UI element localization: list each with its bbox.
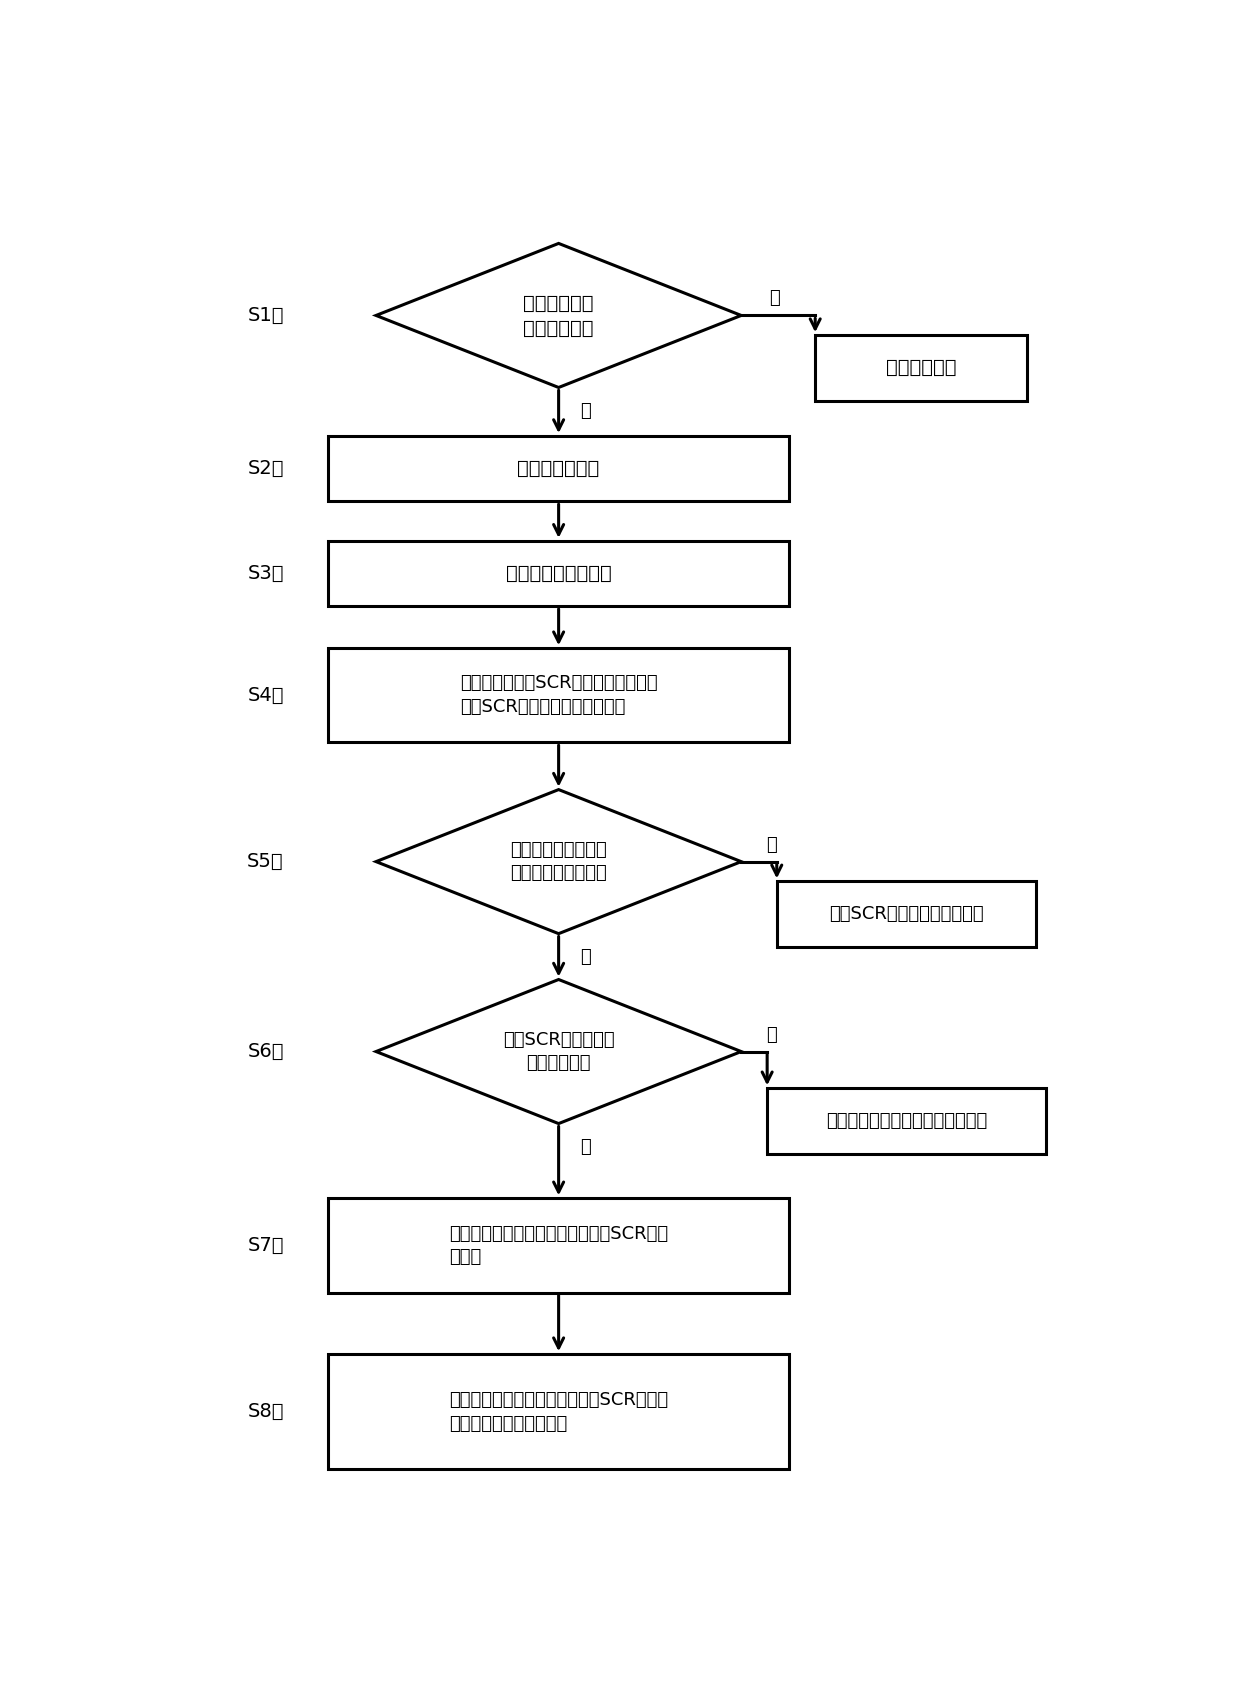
Text: 是: 是: [580, 947, 591, 966]
Text: 是: 是: [580, 1138, 591, 1157]
Bar: [815, 335, 1027, 401]
Text: 判断电池的能量是否
大于行车所需的能量: 判断电池的能量是否 大于行车所需的能量: [510, 840, 608, 883]
Bar: [327, 648, 789, 742]
Text: 关闭SCR后处理装置的加热件: 关闭SCR后处理装置的加热件: [830, 905, 983, 924]
Text: 启动加热件，加热件根据分配给SCR后处理
装置的能量进行计时加热: 启动加热件，加热件根据分配给SCR后处理 装置的能量进行计时加热: [449, 1391, 668, 1432]
Text: 是: 是: [770, 289, 780, 308]
Text: 计算行车所需的能量: 计算行车所需的能量: [506, 565, 611, 583]
Bar: [327, 1198, 789, 1293]
Bar: [327, 435, 789, 502]
Text: S7～: S7～: [247, 1237, 284, 1255]
Text: S3～: S3～: [247, 565, 284, 583]
Polygon shape: [376, 243, 742, 388]
Text: 否: 否: [580, 401, 591, 420]
Text: S6～: S6～: [247, 1043, 284, 1061]
Text: S1～: S1～: [247, 306, 284, 325]
Bar: [768, 1089, 1045, 1153]
Text: S4～: S4～: [247, 686, 284, 704]
Polygon shape: [376, 789, 742, 934]
Text: S5～: S5～: [247, 852, 284, 871]
Text: 判断SCR后处理装置
是够存在异常: 判断SCR后处理装置 是够存在异常: [502, 1031, 615, 1072]
Text: 故障处理模式: 故障处理模式: [885, 359, 956, 378]
Bar: [327, 541, 789, 606]
Bar: [776, 881, 1037, 947]
Text: S8～: S8～: [247, 1402, 284, 1422]
Text: 否: 否: [766, 835, 777, 854]
Text: 计算电池的能量: 计算电池的能量: [517, 459, 600, 478]
Text: 将电池的电量分配给车辆驱动系统: 将电池的电量分配给车辆驱动系统: [826, 1112, 987, 1129]
Text: S2～: S2～: [247, 459, 284, 478]
Text: 根据温度模型将电池的能量分配给SCR后处
理装置: 根据温度模型将电池的能量分配给SCR后处 理装置: [449, 1225, 668, 1266]
Bar: [327, 1354, 789, 1470]
Text: 采集车辆信息和SCR后处理装置信息，
建立SCR后处理装置的温度模型: 采集车辆信息和SCR后处理装置信息， 建立SCR后处理装置的温度模型: [460, 675, 657, 716]
Polygon shape: [376, 980, 742, 1124]
Text: 判断车辆系统
是否存在故障: 判断车辆系统 是否存在故障: [523, 294, 594, 337]
Text: 否: 否: [766, 1026, 777, 1043]
